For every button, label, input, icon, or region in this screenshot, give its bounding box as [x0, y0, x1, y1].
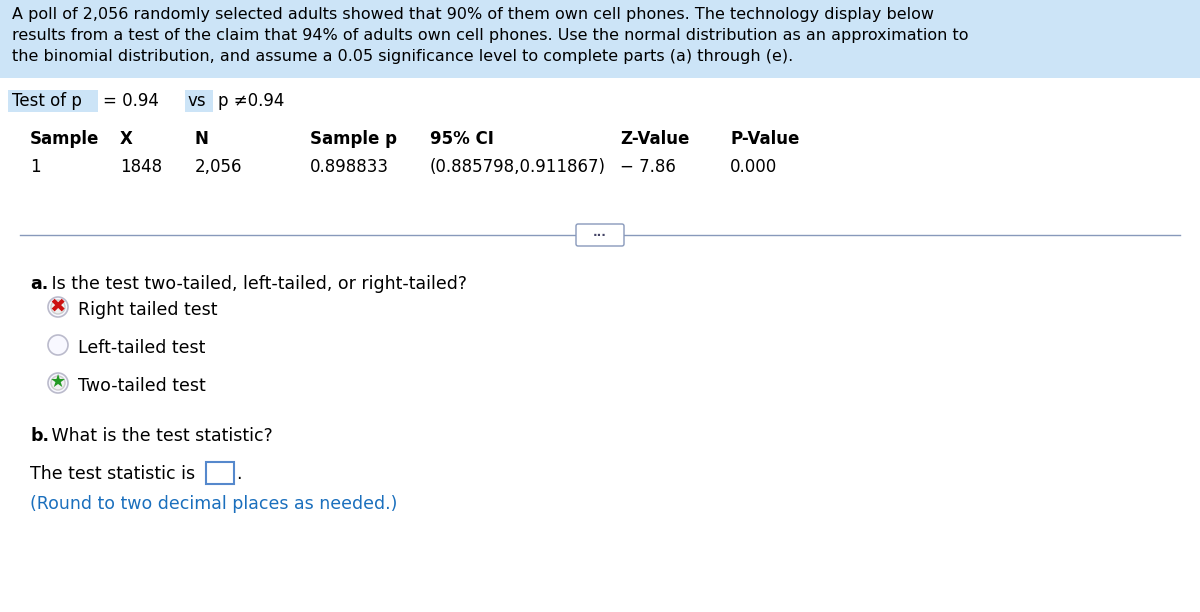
Text: ···: ··· — [593, 228, 607, 242]
Text: 1: 1 — [30, 158, 41, 176]
FancyBboxPatch shape — [206, 462, 234, 484]
Text: .: . — [236, 465, 241, 483]
Text: N: N — [194, 130, 209, 148]
Text: Z-Value: Z-Value — [620, 130, 689, 148]
Circle shape — [50, 376, 65, 390]
Circle shape — [48, 373, 68, 393]
Text: The test statistic is: The test statistic is — [30, 465, 200, 483]
Text: Two-tailed test: Two-tailed test — [78, 377, 205, 395]
Text: What is the test statistic?: What is the test statistic? — [46, 427, 272, 445]
Text: Left-tailed test: Left-tailed test — [78, 339, 205, 357]
Text: Right tailed test: Right tailed test — [78, 301, 217, 319]
Text: − 7.86: − 7.86 — [620, 158, 676, 176]
Text: 2,056: 2,056 — [194, 158, 242, 176]
Text: Is the test two-tailed, left-tailed, or right-tailed?: Is the test two-tailed, left-tailed, or … — [46, 275, 467, 293]
Text: P-Value: P-Value — [730, 130, 799, 148]
Text: p ≠0.94: p ≠0.94 — [218, 92, 284, 110]
Text: ✖: ✖ — [50, 296, 66, 316]
Text: a.: a. — [30, 275, 48, 293]
Text: ★: ★ — [50, 373, 66, 391]
Circle shape — [48, 297, 68, 317]
Text: Sample p: Sample p — [310, 130, 397, 148]
Text: (Round to two decimal places as needed.): (Round to two decimal places as needed.) — [30, 495, 397, 513]
Text: 95% CI: 95% CI — [430, 130, 494, 148]
FancyBboxPatch shape — [185, 90, 214, 112]
Text: vs: vs — [188, 92, 206, 110]
FancyBboxPatch shape — [8, 90, 98, 112]
Text: = 0.94: = 0.94 — [103, 92, 158, 110]
Circle shape — [50, 300, 65, 314]
FancyBboxPatch shape — [0, 0, 1200, 78]
Text: A poll of 2,056 randomly selected adults showed that 90% of them own cell phones: A poll of 2,056 randomly selected adults… — [12, 7, 968, 64]
FancyBboxPatch shape — [576, 224, 624, 246]
Text: X: X — [120, 130, 133, 148]
Text: Sample: Sample — [30, 130, 100, 148]
Text: 0.898833: 0.898833 — [310, 158, 389, 176]
Text: Test of p: Test of p — [12, 92, 82, 110]
Text: 0.000: 0.000 — [730, 158, 778, 176]
Text: 1848: 1848 — [120, 158, 162, 176]
Circle shape — [48, 335, 68, 355]
Text: (0.885798,0.911867): (0.885798,0.911867) — [430, 158, 606, 176]
Text: b.: b. — [30, 427, 49, 445]
